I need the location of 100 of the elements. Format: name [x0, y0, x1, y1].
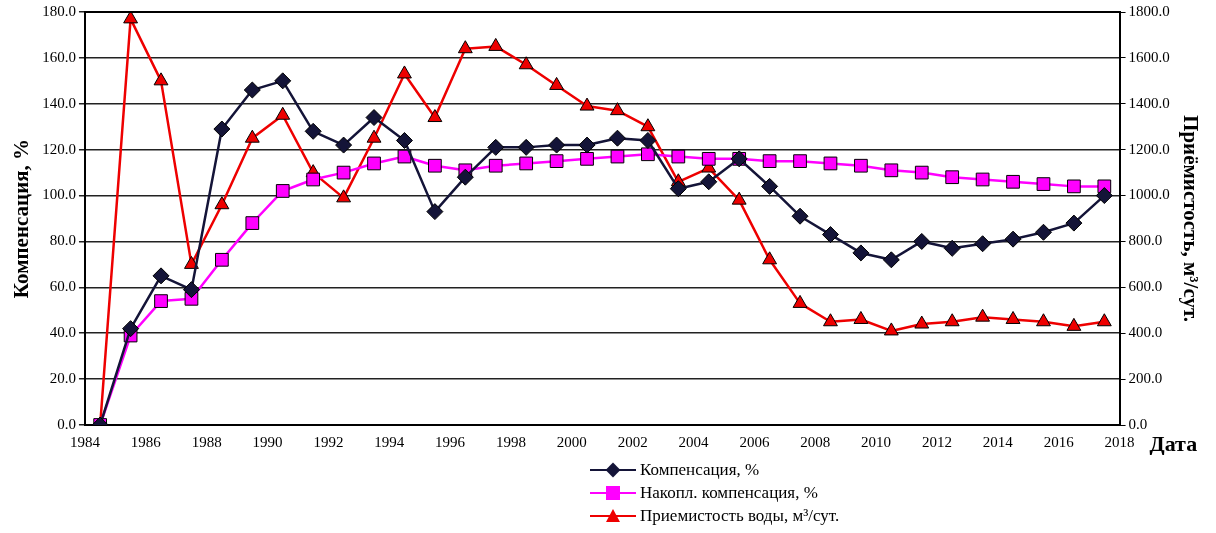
point — [1096, 313, 1112, 327]
y2-tick-label: 0.0 — [1128, 415, 1148, 432]
point — [152, 267, 170, 285]
point — [761, 177, 779, 195]
x-tick-label: 2014 — [982, 433, 1014, 450]
point — [153, 72, 169, 86]
point — [1065, 214, 1083, 232]
point — [731, 191, 747, 205]
point — [182, 281, 200, 299]
point — [975, 172, 990, 187]
y-tick-label: 20.0 — [49, 370, 76, 387]
point — [215, 252, 229, 267]
y-tick-label: 0.0 — [57, 415, 76, 432]
y-tick-label: 60.0 — [49, 278, 76, 295]
x-axis-title: Дата — [1149, 430, 1198, 456]
x-tick-label: 2008 — [800, 433, 831, 450]
point — [671, 149, 686, 164]
point — [913, 232, 931, 250]
point — [518, 56, 534, 70]
point — [793, 154, 807, 168]
point — [1095, 187, 1113, 205]
point — [823, 156, 838, 171]
x-tick-label: 1994 — [374, 433, 405, 450]
point — [367, 156, 381, 171]
point — [519, 156, 534, 171]
x-tick-label: 1988 — [191, 433, 222, 450]
point — [608, 129, 626, 147]
point — [488, 158, 503, 173]
x-tick-label: 2010 — [861, 433, 892, 450]
legend-label: Накопл. компенсация, % — [640, 482, 818, 504]
x-tick-label: 2004 — [678, 433, 710, 450]
point — [336, 165, 351, 180]
point — [823, 313, 838, 327]
y-tick-label: 100.0 — [42, 186, 76, 203]
y2-tick-label: 1000.0 — [1128, 186, 1170, 203]
point — [397, 65, 412, 79]
point — [669, 180, 687, 198]
point — [974, 235, 992, 253]
point — [456, 168, 474, 186]
point — [914, 165, 929, 180]
y-tick-label: 120.0 — [42, 140, 76, 157]
x-tick-label: 2000 — [556, 433, 587, 450]
point — [213, 120, 231, 138]
point — [548, 136, 566, 154]
point — [943, 239, 961, 257]
y2-tick-label: 800.0 — [1128, 232, 1163, 249]
y-tick-label: 160.0 — [42, 48, 76, 65]
x-tick-label: 2016 — [1043, 433, 1075, 450]
point — [700, 173, 718, 191]
point — [426, 203, 444, 221]
point — [243, 81, 261, 99]
x-tick-label: 1984 — [69, 433, 101, 450]
point — [397, 149, 412, 164]
point — [184, 255, 199, 269]
point — [244, 129, 260, 143]
point — [701, 151, 716, 166]
y2-tick-label: 1800.0 — [1128, 2, 1170, 19]
point — [1066, 317, 1082, 331]
point — [517, 138, 535, 156]
point — [275, 106, 291, 120]
point — [1004, 230, 1022, 248]
point — [245, 216, 260, 230]
y2-axis-title: Приёмистость, м³/сут. — [1178, 115, 1203, 322]
x-tick-label: 1992 — [313, 433, 344, 450]
point — [488, 37, 504, 51]
y2-tick-label: 1200.0 — [1128, 140, 1170, 157]
point — [427, 109, 443, 123]
y-axis-title: Компенсация, % — [9, 138, 34, 299]
point — [610, 102, 625, 116]
y2-tick-label: 400.0 — [1128, 324, 1163, 341]
point — [882, 251, 900, 269]
point — [1005, 310, 1021, 324]
point — [1036, 313, 1051, 327]
x-tick-label: 1996 — [435, 433, 466, 450]
point — [762, 154, 777, 168]
point — [549, 76, 565, 90]
point — [457, 40, 473, 54]
y2-tick-label: 1600.0 — [1128, 48, 1170, 65]
x-tick-label: 2012 — [921, 433, 952, 450]
point — [640, 118, 656, 132]
legend-label: Приемистость воды, м³/сут. — [640, 505, 840, 527]
point — [975, 308, 991, 322]
point — [304, 122, 322, 140]
y-tick-label: 140.0 — [42, 94, 76, 111]
point — [122, 320, 140, 338]
point — [762, 251, 778, 265]
point — [883, 322, 899, 336]
point — [154, 294, 168, 308]
point — [1067, 179, 1081, 194]
x-tick-label: 1986 — [130, 433, 162, 450]
point — [944, 313, 960, 327]
y2-tick-label: 200.0 — [1128, 370, 1163, 387]
point — [580, 151, 594, 166]
x-tick-label: 2006 — [739, 433, 770, 450]
point — [610, 149, 625, 164]
point — [275, 184, 290, 198]
point — [852, 244, 870, 262]
point — [578, 136, 596, 154]
x-tick-label: 1998 — [495, 433, 526, 450]
x-tick-label: 2002 — [617, 433, 648, 450]
